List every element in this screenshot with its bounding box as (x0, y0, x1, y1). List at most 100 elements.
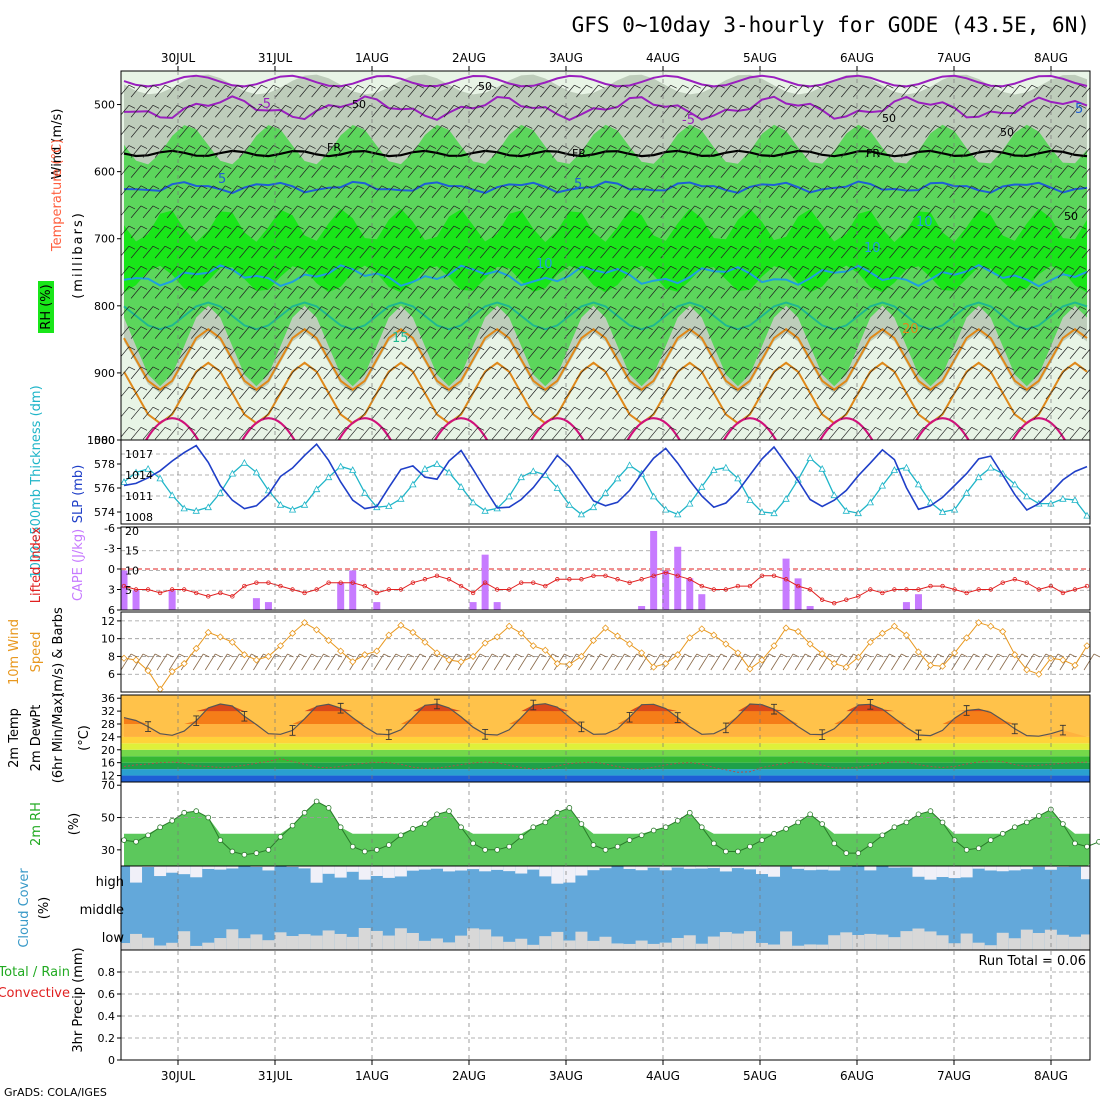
wind-barb (624, 225, 641, 239)
wind-barb (732, 185, 750, 198)
wind-barb (371, 225, 388, 239)
wind-barb (552, 386, 569, 400)
axis-label-10m-wind: 10m Wind (7, 619, 22, 685)
wind-barb (780, 346, 798, 360)
wind-barb (985, 145, 1002, 158)
wind-barb (515, 205, 533, 219)
axis-label-slp: SLP (mb) (71, 465, 86, 524)
wind-barb (889, 406, 906, 420)
wind-barb (455, 84, 473, 98)
wind-barb (1069, 125, 1087, 138)
wind-barb (612, 205, 629, 219)
contour-25 (123, 361, 1088, 425)
surface-wind-barb (794, 653, 812, 671)
wind-barb (624, 426, 641, 440)
wind-speed-point (397, 621, 405, 629)
wind-barb (720, 326, 738, 339)
wind-barb (1009, 225, 1026, 239)
wind-barb (515, 165, 533, 178)
surface-wind-barb (385, 653, 403, 671)
wind-barb (239, 205, 256, 219)
contour-30 (1011, 417, 1066, 440)
lifted-index-point (1084, 583, 1090, 589)
wind-barb (227, 165, 244, 178)
wind-barb (467, 366, 485, 380)
wind-barb (840, 366, 858, 380)
minmax-bar (385, 729, 392, 740)
wind-barb (515, 386, 533, 400)
cloud-low-bar (816, 944, 829, 950)
wind-barb (227, 84, 244, 98)
wind-barb (215, 225, 232, 239)
cloud-high-bar (503, 866, 516, 872)
wind-barb (588, 185, 605, 198)
wind-barb (371, 125, 388, 138)
wind-barb (431, 265, 449, 279)
cloud-high-bar (563, 866, 576, 883)
wind-barb (552, 225, 569, 239)
wind-barb (323, 125, 340, 138)
wind-barb (227, 104, 244, 118)
wind-barb (925, 366, 942, 380)
thickness-point (950, 505, 959, 513)
wind-barb (491, 306, 509, 319)
cloud-low-bar (334, 933, 347, 950)
wind-barb (804, 426, 822, 440)
wind-barb (467, 386, 485, 400)
wind-barb (1069, 286, 1087, 299)
wind-barb (431, 225, 449, 239)
wind-speed-point (601, 624, 610, 632)
wind-barb (600, 225, 617, 239)
wind-barb (636, 185, 653, 198)
date-labels-top: 30JUL 31JUL 1AUG 2AUG 3AUG 4AUG 5AUG 6AU… (161, 51, 1068, 65)
cloud-low-bar (274, 932, 287, 950)
dewpoint-line (123, 758, 1088, 773)
surface-wind-barb (698, 653, 715, 671)
contour-30 (915, 417, 970, 440)
wind-barb (359, 286, 376, 299)
cloud-low-bar (840, 932, 853, 950)
wind-barb (720, 406, 738, 420)
wind-barb (479, 225, 497, 239)
wind-barb (732, 84, 750, 98)
wind-barb (299, 84, 316, 98)
rh-point (145, 832, 151, 839)
wind-speed-point (493, 633, 501, 641)
wind-barb (997, 225, 1014, 239)
wind-barb (756, 245, 774, 259)
wind-speed-point (999, 627, 1007, 636)
lifted-index-point (242, 583, 247, 589)
minmax-bar (867, 699, 874, 710)
contour-30 (530, 417, 585, 440)
wind-barb (287, 125, 304, 138)
wind-barb (877, 286, 894, 299)
wind-barb (708, 145, 725, 158)
precip-axis-tick-label: 0.4 (98, 1010, 116, 1023)
thickness-point (120, 478, 128, 485)
wind-barb (828, 125, 846, 138)
wind-speed-point (469, 652, 477, 661)
wind-barb (166, 426, 184, 440)
cloud-low-bar (238, 938, 251, 950)
wind-barb (997, 205, 1014, 219)
wind-barb (239, 306, 256, 319)
wind-barb (178, 366, 196, 380)
wind-barb (612, 225, 629, 239)
wind-barb (1021, 386, 1038, 400)
wind-barb (455, 306, 473, 319)
wind-barb (961, 205, 978, 219)
wind-barb (323, 346, 340, 360)
wind-speed-point (264, 652, 273, 661)
contour-label: 50 (478, 80, 492, 93)
wind-barb (901, 125, 918, 138)
wind-barb (684, 225, 701, 239)
wind-barb (1021, 185, 1038, 198)
wind-barb (792, 306, 810, 319)
wind-barb (419, 165, 437, 178)
wind-barb (600, 326, 617, 339)
contour-30 (434, 417, 488, 440)
cloud-low-bar (491, 936, 504, 950)
wind-barb (287, 104, 304, 118)
wind-barb (913, 366, 930, 380)
